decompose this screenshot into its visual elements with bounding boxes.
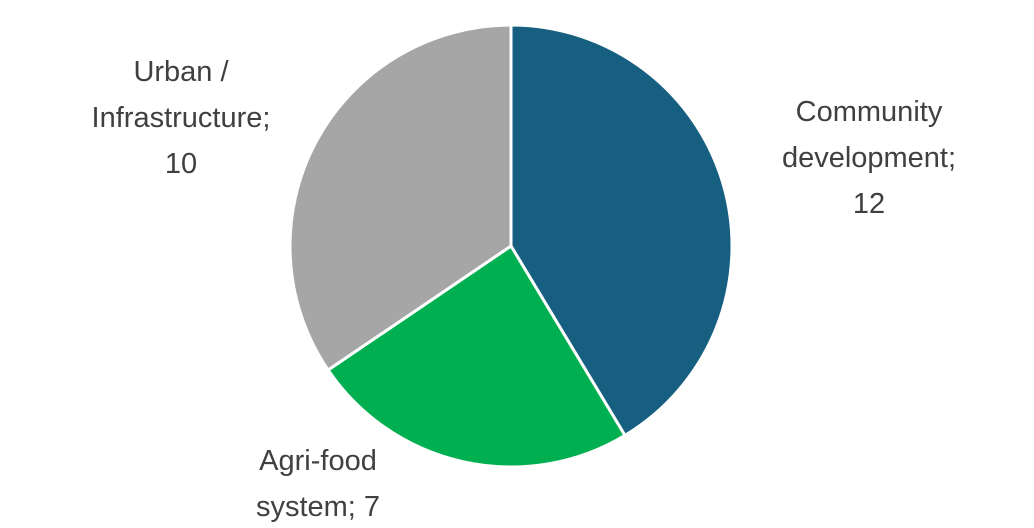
data-label-urban-infrastructure: Urban / Infrastructure; 10 [92,56,271,180]
pie-slices [290,25,732,467]
data-label-agri-food-system: Agri-food system; 7 [256,445,380,523]
data-label-community-development: Community development; 12 [782,96,956,220]
